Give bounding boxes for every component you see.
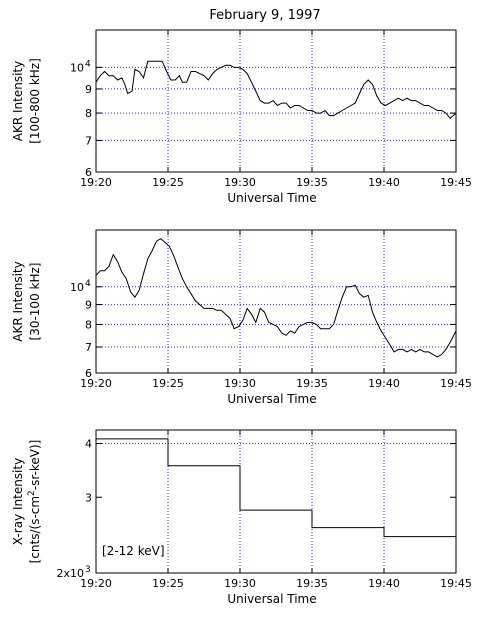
- energy-band-annotation: [2-12 keV]: [102, 544, 165, 558]
- series-line: [95, 60, 457, 120]
- y-tick-label: 10: [70, 61, 84, 74]
- x-tick-label: 19:20: [80, 176, 112, 189]
- y-tick-label: 7: [85, 134, 92, 147]
- x-axis-label: Universal Time: [227, 191, 316, 205]
- x-tick-label: 19:40: [368, 577, 400, 590]
- y-tick-exponent: 4: [85, 279, 91, 289]
- y-tick-label: 3: [85, 491, 92, 504]
- y-tick-label-text: 10: [70, 61, 84, 74]
- y-tick-label-text: 6: [85, 166, 92, 179]
- y-tick-label-text: 10: [70, 281, 84, 294]
- x-axis-label: Universal Time: [227, 592, 316, 606]
- y-tick-label-text: 8: [85, 318, 92, 331]
- y-tick-label: 7: [85, 341, 92, 354]
- x-tick-label: 19:40: [368, 377, 400, 390]
- y-axis-label-line1: AKR Intensity: [11, 261, 25, 341]
- x-tick-label: 19:40: [368, 176, 400, 189]
- y-tick-label-text: 3: [85, 491, 92, 504]
- figure-title: February 9, 1997: [209, 8, 320, 23]
- y-tick-label: 9: [85, 299, 92, 312]
- y-tick-label: 10: [70, 281, 84, 294]
- y-axis-label-superscript: 2: [27, 490, 37, 496]
- x-tick-label: 19:30: [224, 377, 256, 390]
- y-tick-label: 6: [85, 166, 92, 179]
- panel-akr-100-800: 19:20 19:25 19:30 19:35 19:40 19:45 6 7 8 910 4 Uni…: [11, 29, 472, 205]
- y-tick-label-text: 9: [85, 299, 92, 312]
- y-tick-label-text: 4: [85, 438, 92, 451]
- x-tick-label: 19:25: [152, 176, 184, 189]
- x-tick-label: 19:35: [296, 377, 328, 390]
- y-tick-label: 8: [85, 318, 92, 331]
- y-axis-label-line2-text: [30-100 kHz]: [28, 263, 42, 341]
- x-tick-label: 19:45: [440, 377, 472, 390]
- y-tick-label: 2x10: [56, 567, 84, 580]
- y-tick-label-text: 8: [85, 107, 92, 120]
- panel-akr-30-100: 19:20 19:25 19:30 19:35 19:40 19:45 6 7 8 910 4 Uni…: [11, 229, 472, 406]
- x-tick-label: 19:45: [440, 577, 472, 590]
- x-tick-label: 19:25: [152, 577, 184, 590]
- y-axis-label-line2-text: [100-800 kHz]: [28, 58, 42, 144]
- y-tick-label-text: 2x10: [56, 567, 84, 580]
- y-axis-label-line2-text: [cnts/(s-cm: [28, 496, 42, 563]
- y-tick-label-text: 9: [85, 83, 92, 96]
- y-tick-label: 9: [85, 83, 92, 96]
- series-line: [96, 438, 456, 538]
- plot-frame: [95, 229, 457, 374]
- x-tick-label: 19:20: [80, 577, 112, 590]
- plot-frame: [95, 429, 457, 574]
- y-axis-label-line1: AKR Intensity: [11, 61, 25, 141]
- x-tick-label: 19:35: [296, 577, 328, 590]
- y-tick-exponent: 3: [85, 565, 91, 575]
- x-tick-label: 19:45: [440, 176, 472, 189]
- series-line: [95, 238, 457, 358]
- y-axis-label-line1: X-ray Intensity: [11, 458, 25, 545]
- x-tick-label: 19:35: [296, 176, 328, 189]
- x-axis-label: Universal Time: [227, 392, 316, 406]
- y-tick-label-text: 7: [85, 341, 92, 354]
- y-tick-label: 8: [85, 107, 92, 120]
- y-axis-label-line2-end: -sr-keV)]: [28, 440, 42, 491]
- y-axis-label-line2: [cnts/(s-cm2-sr-keV)]: [27, 440, 42, 564]
- y-tick-exponent: 4: [85, 59, 91, 69]
- y-tick-label: 6: [85, 367, 92, 380]
- y-tick-label: 4: [85, 438, 92, 451]
- x-tick-label: 19:25: [152, 377, 184, 390]
- y-axis-label-line2: [30-100 kHz]: [28, 263, 42, 341]
- x-tick-label: 19:30: [224, 176, 256, 189]
- y-axis-label-line2: [100-800 kHz]: [28, 58, 42, 144]
- plot-frame: [95, 29, 457, 173]
- x-tick-label: 19:30: [224, 577, 256, 590]
- y-tick-label-text: 7: [85, 134, 92, 147]
- x-tick-label: 19:20: [80, 377, 112, 390]
- y-tick-label-text: 6: [85, 367, 92, 380]
